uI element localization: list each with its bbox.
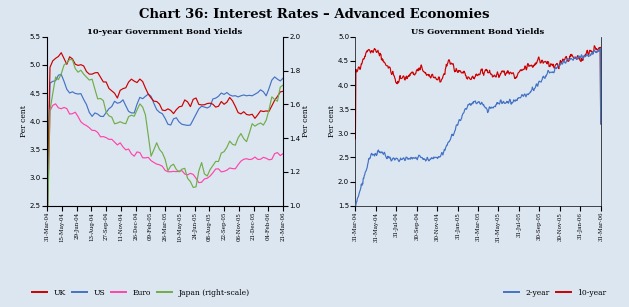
Y-axis label: Per cent: Per cent — [302, 105, 310, 137]
Y-axis label: Per cent: Per cent — [20, 105, 28, 137]
Title: US Government Bond Yields: US Government Bond Yields — [411, 28, 545, 36]
Text: Chart 36: Interest Rates – Advanced Economies: Chart 36: Interest Rates – Advanced Econ… — [139, 8, 490, 21]
Legend: 2-year, 10-year: 2-year, 10-year — [501, 286, 610, 300]
Legend: UK, US, Euro, Japan (right-scale): UK, US, Euro, Japan (right-scale) — [29, 286, 252, 300]
Y-axis label: Per cent: Per cent — [328, 105, 337, 137]
Title: 10-year Government Bond Yields: 10-year Government Bond Yields — [87, 28, 243, 36]
